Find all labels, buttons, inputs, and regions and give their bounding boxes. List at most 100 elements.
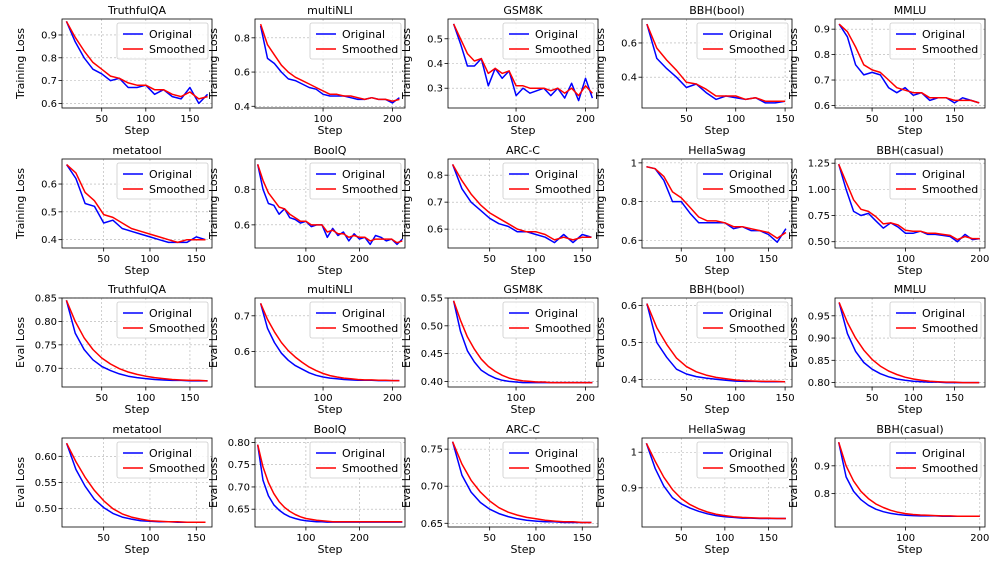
series-line-smoothed bbox=[65, 442, 206, 524]
legend-label-smoothed: Smoothed bbox=[342, 322, 398, 335]
x-tick-label: 200 bbox=[383, 114, 402, 125]
y-tick-label: 0.6 bbox=[41, 99, 57, 110]
series-line-original bbox=[65, 164, 206, 244]
x-tick-label: 150 bbox=[945, 393, 964, 404]
y-tick-label: 0.70 bbox=[228, 482, 250, 493]
subplot-title: TruthfulQA bbox=[107, 283, 166, 296]
plot-frame bbox=[641, 158, 793, 249]
x-tick-label: 200 bbox=[383, 393, 402, 404]
y-axis-label: Training Loss bbox=[207, 28, 220, 100]
legend-frame bbox=[889, 301, 982, 339]
plot-frame bbox=[641, 18, 793, 109]
subplot-3: 100 200 0.3 0.4 0.5 GSM8K Step Training Loss Ori… bbox=[400, 4, 599, 137]
y-tick-label: 0.8 bbox=[814, 489, 830, 500]
x-axis-label: Step bbox=[897, 124, 922, 137]
legend: Original Smoothed bbox=[502, 22, 595, 60]
x-axis-label: Step bbox=[897, 264, 922, 277]
subplot-title: BBH(casual) bbox=[876, 144, 943, 157]
y-tick-label: 0.4 bbox=[41, 235, 57, 246]
y-tick-label: 0.80 bbox=[808, 378, 830, 389]
x-tick-label: 150 bbox=[573, 533, 592, 544]
x-tick-label: 200 bbox=[970, 254, 989, 265]
legend-frame bbox=[696, 441, 789, 479]
y-tick-label: 0.5 bbox=[621, 338, 637, 349]
x-tick-label: 100 bbox=[896, 533, 915, 544]
subplot-title: BoolQ bbox=[314, 144, 347, 157]
x-axis-label: Step bbox=[510, 124, 535, 137]
y-tick-label: 0.95 bbox=[808, 311, 830, 322]
legend-label-original: Original bbox=[342, 447, 385, 460]
x-tick-label: 100 bbox=[296, 533, 315, 544]
legend: Original Smoothed bbox=[309, 162, 402, 200]
legend-label-original: Original bbox=[535, 28, 578, 41]
subplot-title: ARC-C bbox=[506, 423, 540, 436]
x-tick-label: 50 bbox=[675, 254, 688, 265]
legend-label-original: Original bbox=[922, 168, 965, 181]
subplot-title: metatool bbox=[112, 144, 161, 157]
legend-frame bbox=[696, 22, 789, 60]
legend-label-smoothed: Smoothed bbox=[149, 462, 205, 475]
y-tick-label: 0.6 bbox=[427, 225, 443, 236]
x-tick-label: 50 bbox=[95, 393, 108, 404]
legend: Original Smoothed bbox=[502, 301, 595, 339]
y-tick-label: 0.50 bbox=[808, 237, 830, 248]
plot-frame bbox=[254, 158, 406, 249]
y-axis-label: Eval Loss bbox=[787, 457, 800, 508]
legend-frame bbox=[309, 441, 402, 479]
legend: Original Smoothed bbox=[696, 22, 789, 60]
legend-frame bbox=[502, 22, 595, 60]
series-line-smoothed bbox=[65, 300, 208, 382]
legend-label-original: Original bbox=[342, 307, 385, 320]
y-axis-label: Training Loss bbox=[787, 168, 800, 240]
y-tick-label: 0.5 bbox=[427, 34, 443, 45]
series-line-original bbox=[646, 23, 786, 104]
y-tick-label: 0.75 bbox=[808, 211, 830, 222]
x-tick-label: 50 bbox=[97, 254, 110, 265]
x-tick-label: 100 bbox=[904, 114, 923, 125]
y-tick-label: 0.6 bbox=[621, 301, 637, 312]
x-tick-label: 100 bbox=[507, 393, 526, 404]
x-tick-label: 150 bbox=[573, 254, 592, 265]
legend: Original Smoothed bbox=[696, 441, 789, 479]
subplot-title: GSM8K bbox=[503, 283, 543, 296]
x-axis-label: Step bbox=[124, 264, 149, 277]
series-line-smoothed bbox=[451, 441, 592, 524]
legend: Original Smoothed bbox=[309, 22, 402, 60]
legend-label-original: Original bbox=[535, 168, 578, 181]
x-axis-label: Step bbox=[704, 124, 729, 137]
y-tick-label: 0.8 bbox=[234, 33, 250, 44]
legend-label-smoothed: Smoothed bbox=[149, 183, 205, 196]
y-axis-label: Training Loss bbox=[594, 168, 607, 240]
y-axis-label: Eval Loss bbox=[400, 317, 413, 368]
x-tick-label: 150 bbox=[187, 533, 206, 544]
legend-label-smoothed: Smoothed bbox=[342, 43, 398, 56]
legend-frame bbox=[309, 162, 402, 200]
y-tick-label: 0.6 bbox=[814, 101, 830, 112]
x-tick-label: 150 bbox=[187, 254, 206, 265]
y-tick-label: 0.70 bbox=[35, 364, 57, 375]
y-tick-label: 0.4 bbox=[621, 73, 637, 84]
series-line-smoothed bbox=[838, 302, 980, 384]
y-tick-label: 1.00 bbox=[808, 185, 830, 196]
legend-label-smoothed: Smoothed bbox=[922, 462, 978, 475]
x-tick-label: 50 bbox=[675, 533, 688, 544]
subplot-title: multiNLI bbox=[307, 4, 353, 17]
subplot-5: 50 100 150 0.6 0.7 0.8 0.9 MMLU Step Training Los… bbox=[787, 4, 986, 137]
legend-label-original: Original bbox=[729, 28, 772, 41]
y-tick-label: 1.25 bbox=[808, 159, 830, 170]
subplot-2: 100 200 0.4 0.6 0.8 multiNLI Step Training Loss… bbox=[207, 4, 406, 137]
x-tick-label: 50 bbox=[866, 393, 879, 404]
y-axis-label: Eval Loss bbox=[787, 317, 800, 368]
x-axis-label: Step bbox=[317, 124, 342, 137]
series-line-smoothed bbox=[452, 300, 593, 384]
legend-label-smoothed: Smoothed bbox=[342, 462, 398, 475]
plot-frame bbox=[447, 18, 599, 109]
subplot-15: 50 100 150 0.80 0.85 0.90 0.95 MMLU Step Eval Los… bbox=[787, 283, 986, 416]
y-tick-label: 0.55 bbox=[421, 294, 443, 305]
legend-label-smoothed: Smoothed bbox=[729, 462, 785, 475]
subplot-title: HellaSwag bbox=[688, 423, 746, 436]
y-tick-label: 0.3 bbox=[427, 84, 443, 95]
x-tick-label: 50 bbox=[483, 533, 496, 544]
x-tick-label: 100 bbox=[296, 254, 315, 265]
